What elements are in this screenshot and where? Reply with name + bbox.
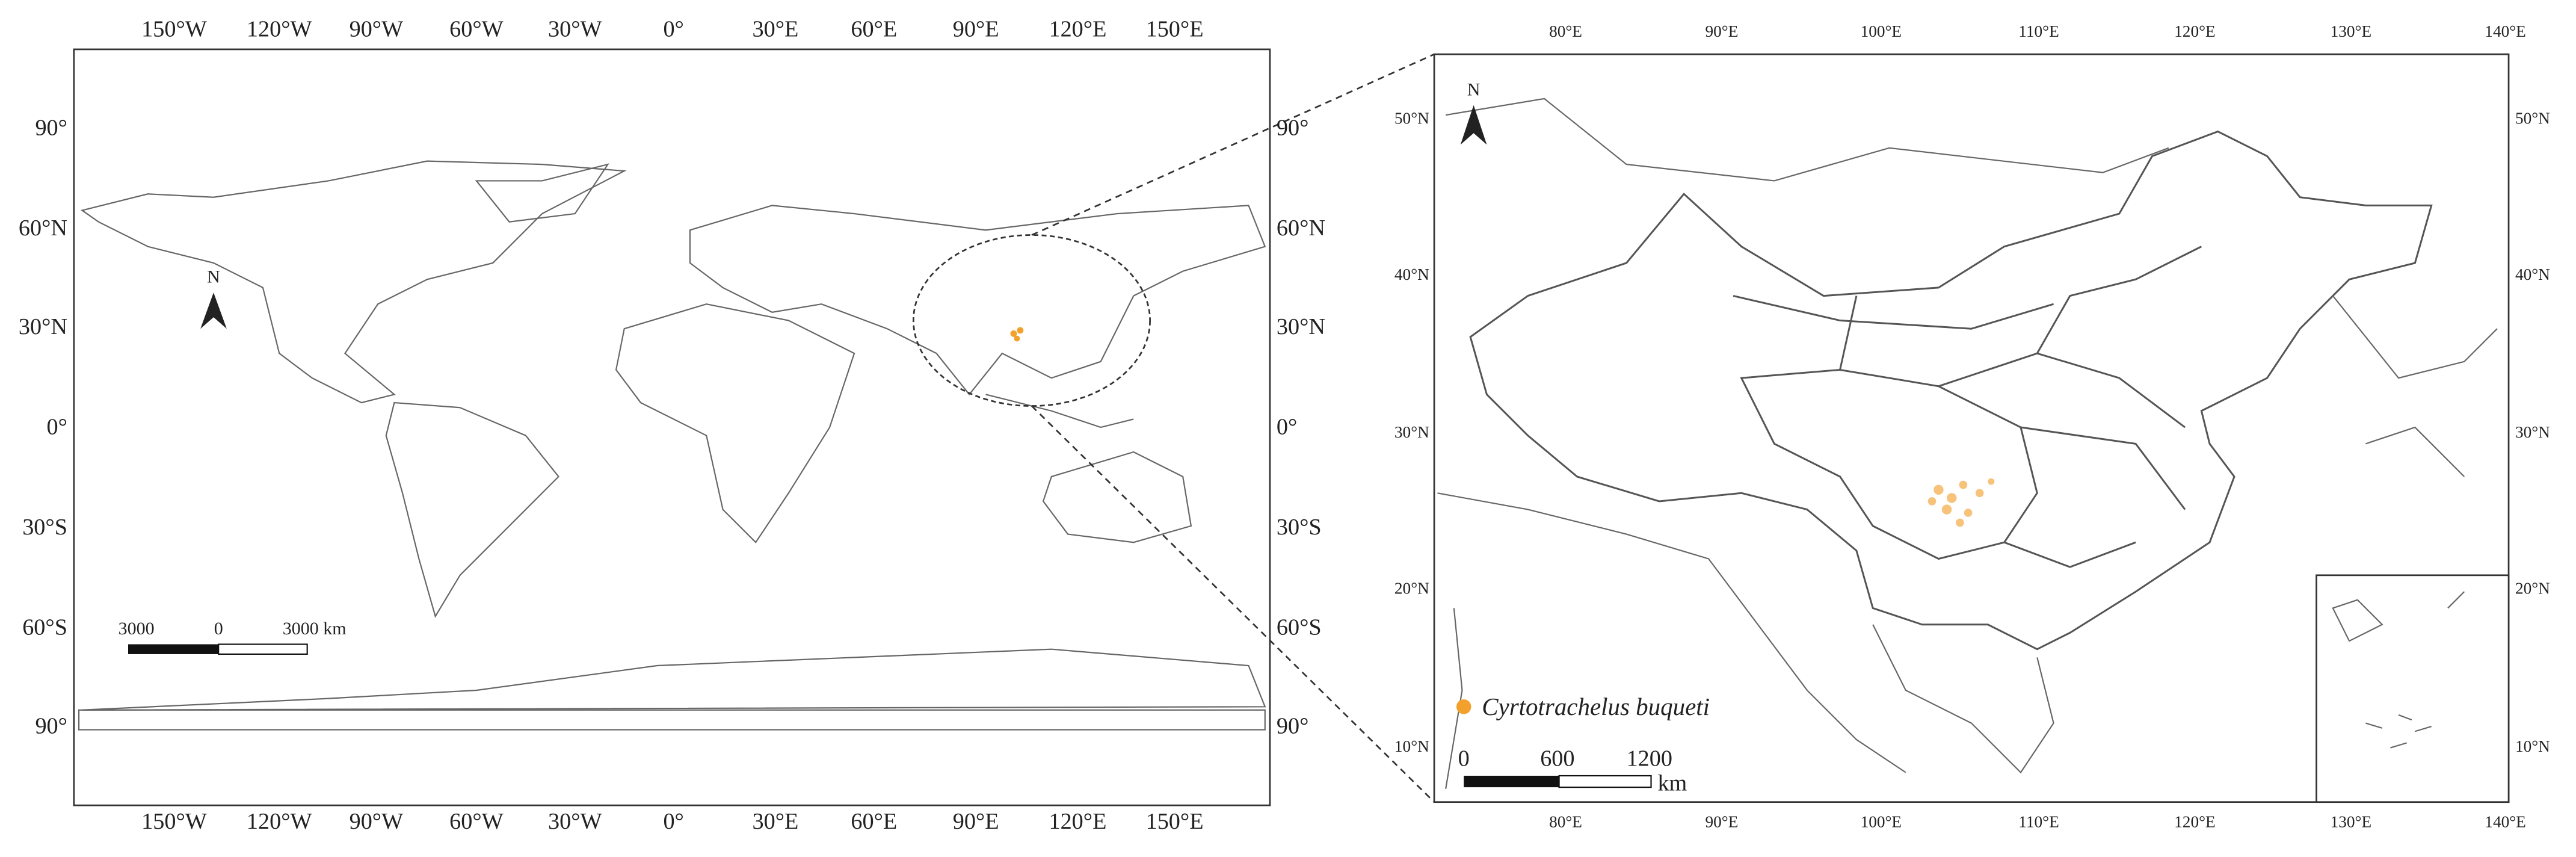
lon-label: 120°E xyxy=(2174,22,2216,40)
lat-label: 30°N xyxy=(1277,314,1325,339)
lat-label: 90° xyxy=(1277,116,1309,141)
lat-label: 10°N xyxy=(1394,737,1429,755)
scale-label: 3000 km xyxy=(283,619,347,639)
scale-label: 3000 xyxy=(119,619,155,639)
lon-label: 80°E xyxy=(1549,22,1582,40)
inset-islands xyxy=(2332,591,2465,749)
scale-bar xyxy=(1558,775,1652,788)
lon-label: 150°E xyxy=(1146,809,1204,834)
lat-label: 0° xyxy=(47,415,67,440)
lat-label: 60°S xyxy=(1277,615,1322,640)
lat-label: 30°N xyxy=(2515,423,2550,441)
lon-label: 120°W xyxy=(247,17,312,42)
lat-label: 10°N xyxy=(2515,737,2550,755)
lat-label: 20°N xyxy=(1394,580,1429,598)
lon-label: 110°E xyxy=(2018,812,2059,831)
scale-label: km xyxy=(1657,771,1687,796)
scale-bar xyxy=(218,643,308,655)
scale-label: 0 xyxy=(214,619,223,639)
lon-label: 120°W xyxy=(247,809,312,834)
lon-label: 150°W xyxy=(141,17,207,42)
lat-label: 30°N xyxy=(1394,423,1429,441)
zoom-line xyxy=(1031,405,1435,803)
lat-label: 90° xyxy=(35,714,67,739)
neighbor-borders xyxy=(1437,97,2498,790)
lon-label: 140°E xyxy=(2485,22,2526,40)
lat-label: 50°N xyxy=(1394,110,1429,128)
lon-label: 60°E xyxy=(851,809,897,834)
china-occurrences xyxy=(1927,478,1995,527)
lat-label: 60°N xyxy=(19,215,67,241)
legend-marker xyxy=(1456,699,1471,714)
lon-label: 80°E xyxy=(1549,812,1582,831)
lon-label: 60°E xyxy=(851,17,897,42)
world-frame xyxy=(73,48,1271,806)
legend-label: Cyrtotrachelus buqueti xyxy=(1482,693,1710,720)
lat-label: 0° xyxy=(1277,415,1297,440)
scale-bar xyxy=(128,644,219,654)
world-occurrences xyxy=(1010,327,1024,342)
lon-label: 90°E xyxy=(953,809,999,834)
lon-label: 140°E xyxy=(2485,812,2526,831)
inset-frame xyxy=(2316,574,2510,803)
north-arrow xyxy=(200,292,227,329)
lon-label: 60°W xyxy=(449,809,504,834)
lon-label: 90°E xyxy=(953,17,999,42)
scale-label: 0 xyxy=(1458,746,1470,772)
lon-label: 90°W xyxy=(350,17,404,42)
lon-label: 120°E xyxy=(1049,809,1106,834)
lat-label: 90° xyxy=(35,116,67,141)
lon-label: 90°E xyxy=(1706,812,1739,831)
lon-label: 100°E xyxy=(1861,812,1902,831)
lon-label: 150°W xyxy=(141,809,207,834)
lat-label: 20°N xyxy=(2515,580,2550,598)
lat-label: 40°N xyxy=(1394,265,1429,283)
lon-label: 60°W xyxy=(449,17,504,42)
lon-label: 30°E xyxy=(753,17,799,42)
lat-label: 30°S xyxy=(1277,515,1322,540)
lon-label: 90°E xyxy=(1706,22,1739,40)
lat-label: 30°S xyxy=(22,515,67,540)
lon-label: 30°W xyxy=(548,17,602,42)
lon-label: 150°E xyxy=(1146,17,1204,42)
north-arrow xyxy=(1460,105,1487,145)
lon-label: 130°E xyxy=(2331,22,2372,40)
north-label: N xyxy=(207,267,220,287)
world-coastlines xyxy=(78,160,1266,731)
lon-label: 30°W xyxy=(548,809,602,834)
north-label: N xyxy=(1467,79,1481,99)
lon-label: 90°W xyxy=(350,809,404,834)
lon-label: 130°E xyxy=(2331,812,2372,831)
lon-label: 120°E xyxy=(2174,812,2216,831)
lat-label: 60°S xyxy=(22,615,67,640)
lon-label: 0° xyxy=(663,17,683,42)
scale-label: 600 xyxy=(1540,746,1574,772)
lat-label: 90° xyxy=(1277,714,1309,739)
lon-label: 0° xyxy=(663,809,683,834)
lat-label: 60°N xyxy=(1277,215,1325,241)
lat-label: 30°N xyxy=(19,314,67,339)
zoom-line xyxy=(1031,53,1435,236)
lon-label: 100°E xyxy=(1861,22,1902,40)
scale-label: 1200 xyxy=(1627,746,1672,772)
china-borders xyxy=(1469,130,2433,651)
lon-label: 120°E xyxy=(1049,17,1106,42)
scale-bar xyxy=(1464,775,1559,788)
lat-label: 50°N xyxy=(2515,110,2550,128)
lon-label: 110°E xyxy=(2018,22,2059,40)
lat-label: 40°N xyxy=(2515,265,2550,283)
lon-label: 30°E xyxy=(753,809,799,834)
